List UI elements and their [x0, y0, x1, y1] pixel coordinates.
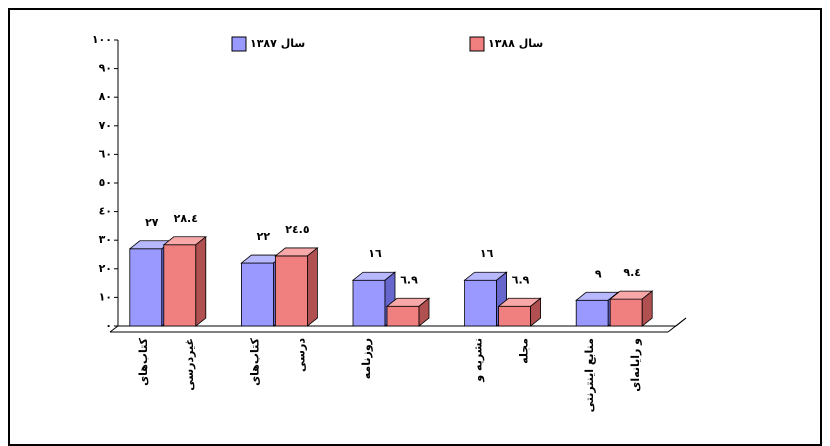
value-label: ٩ — [595, 267, 602, 280]
y-tick-label: ٦٠ — [99, 147, 112, 160]
x-tick-label: غیردرسی — [183, 338, 196, 391]
x-tick-label: و رایانه‌ای — [629, 338, 642, 392]
y-tick-label: ٣٠ — [99, 233, 112, 246]
y-tick-label: ٨٠ — [99, 90, 112, 103]
x-tick-label: کتاب‌های — [137, 337, 150, 386]
value-label: ٢٨.٤ — [174, 212, 198, 225]
y-tick-label: ١٠٠ — [92, 33, 112, 46]
bar — [353, 280, 385, 326]
value-label: ٢٤.٥ — [285, 223, 310, 236]
bar — [275, 256, 307, 326]
x-tick-label: روزنامه — [360, 338, 373, 379]
frame — [9, 9, 821, 445]
bar-side — [307, 248, 317, 326]
y-tick-label: ٢٠ — [99, 262, 112, 275]
y-tick-label: ١٠ — [99, 290, 112, 303]
legend-label: سال ١٣٨٨ — [488, 37, 543, 50]
x-tick-label: منابع اینترنتی — [583, 338, 596, 412]
bar — [610, 299, 642, 326]
page: {"chart_data": {"type": "bar3d", "catego… — [0, 0, 830, 446]
legend-swatch — [232, 37, 246, 51]
chart: ٠ ١٠ ٢٠ ٣٠ ٤٠ ٥٠ ٦٠ ٧٠ ٨٠ ٩٠ ١٠٠ ٢٧ ٢٨.٤ کتاب‌های غیرد… — [0, 0, 830, 446]
legend-label: سال ١٣٨٧ — [250, 37, 305, 50]
x-tick-label: نشریه و — [472, 338, 485, 383]
legend-swatch — [470, 37, 484, 51]
y-tick-label: ٧٠ — [99, 119, 112, 132]
y-tick-label: ٤٠ — [99, 205, 112, 218]
y-tick-label: ٠ — [105, 319, 112, 332]
x-tick-label: درسی — [294, 338, 307, 372]
x-tick-label: مجله — [518, 338, 531, 364]
bar-side — [196, 237, 206, 326]
value-label: ١٦ — [480, 247, 494, 260]
value-label: ١٦ — [368, 247, 382, 260]
y-tick-label: ٥٠ — [99, 176, 112, 189]
bar — [576, 300, 608, 326]
value-label: ٦.٩ — [512, 273, 530, 286]
value-label: ٢٢ — [257, 230, 271, 243]
bar — [499, 306, 531, 326]
bar — [164, 245, 196, 326]
bar — [465, 280, 497, 326]
x-tick-label: کتاب‌های — [248, 337, 261, 386]
bar — [130, 249, 162, 326]
bar — [387, 306, 419, 326]
value-label: ٦.٩ — [400, 273, 418, 286]
value-label: ٩.٤ — [623, 266, 641, 279]
y-tick-label: ٩٠ — [99, 62, 112, 75]
value-label: ٢٧ — [145, 216, 159, 229]
bar — [241, 263, 273, 326]
